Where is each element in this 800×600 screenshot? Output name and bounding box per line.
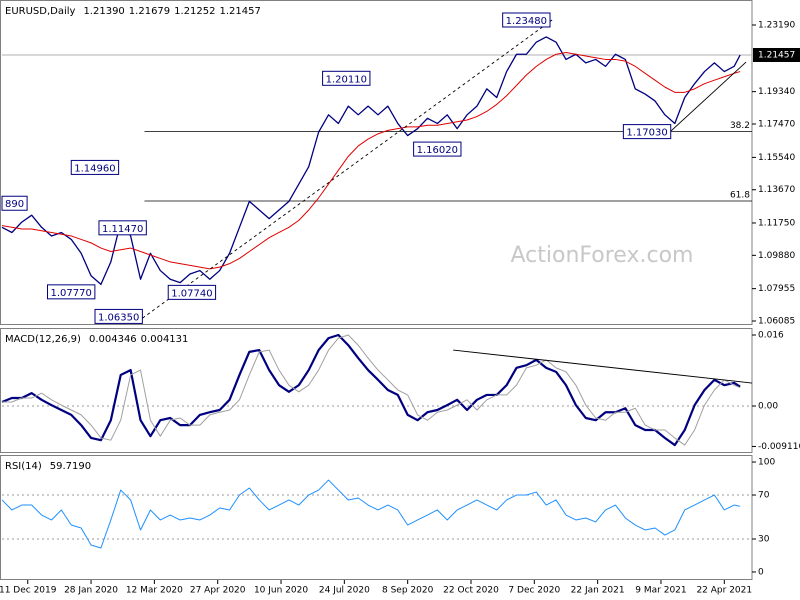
y-tick-label: 1.23190	[758, 21, 795, 31]
price-label-box	[622, 124, 672, 140]
header-value: 0.004346	[89, 334, 137, 345]
price-label-box	[94, 308, 143, 324]
y-tick-label: -0.009116	[758, 442, 800, 452]
price-label: 1.23480	[506, 16, 547, 27]
y-tick-label: 0	[758, 567, 764, 577]
y-tick-label: 0.00	[758, 402, 778, 412]
y-tick-label: 1.06085	[758, 317, 795, 327]
panel-title: RSI(14)	[5, 461, 42, 472]
fib-label: 38.2	[730, 121, 750, 131]
price-label-box	[413, 141, 462, 157]
fib-label: 61.8	[730, 190, 750, 200]
y-tick-label: 1.09880	[758, 251, 795, 261]
header-value: 1.21252	[174, 6, 215, 17]
price-label: 1.07770	[51, 288, 92, 299]
header-value: 1.21679	[129, 6, 170, 17]
x-tick-label: 7 Dec 2020	[508, 586, 560, 596]
x-tick-label: 28 Jan 2020	[64, 586, 118, 596]
series-line	[2, 334, 741, 446]
x-tick-label: 8 Sep 2020	[382, 586, 434, 596]
price-label-box	[322, 70, 371, 86]
price-label-box	[98, 220, 147, 236]
price-label: 1.06350	[98, 312, 139, 323]
panel-frame	[0, 455, 753, 580]
price-label: 1.14960	[74, 163, 115, 174]
y-tick-label: 0.016	[758, 331, 784, 341]
price-label-box	[502, 12, 551, 28]
x-tick-label: 24 Jul 2020	[319, 586, 370, 596]
x-tick-label: 22 Apr 2021	[696, 586, 752, 596]
price-label: 1.16020	[417, 145, 458, 156]
y-tick-label: 30	[758, 534, 770, 544]
header-value: 1.21390	[83, 6, 124, 17]
price-label-box	[47, 284, 96, 300]
current-price-box	[753, 47, 800, 62]
y-tick-label: 70	[758, 491, 770, 501]
price-label: 1.07740	[171, 288, 212, 299]
price-label-box	[167, 284, 217, 300]
x-tick-label: 12 Mar 2020	[126, 586, 183, 596]
price-label: 1.11470	[102, 224, 143, 235]
price-label: 890	[5, 199, 24, 210]
y-tick-label: 1.15540	[758, 153, 795, 163]
panel-title: EURUSD,Daily	[5, 6, 76, 17]
y-tick-label: 1.07955	[758, 284, 795, 294]
price-label: 1.17030	[626, 128, 667, 139]
x-tick-label: 22 Oct 2020	[443, 586, 499, 596]
x-tick-label: 27 Apr 2020	[190, 586, 246, 596]
trend-line	[142, 19, 553, 319]
y-tick-label: 100	[758, 458, 775, 468]
trend-line	[453, 349, 753, 384]
y-tick-label: 1.19340	[758, 87, 795, 97]
series-line	[1, 52, 741, 270]
price-label-box	[1, 195, 28, 211]
series-line	[1, 333, 741, 447]
price-label: 1.20110	[326, 74, 367, 85]
panel-frame	[0, 0, 753, 325]
panel-frame	[0, 328, 753, 453]
current-price-label: 1.21457	[758, 50, 795, 60]
header-value: 0.004131	[141, 334, 189, 345]
series-line	[1, 479, 741, 549]
y-tick-label: 1.13670	[758, 185, 795, 195]
panel-title: MACD(12,26,9)	[5, 334, 81, 345]
x-tick-label: 9 Mar 2021	[635, 586, 686, 596]
header-value: 59.7190	[50, 461, 91, 472]
x-tick-label: 11 Dec 2019	[0, 586, 57, 596]
trend-line	[670, 61, 747, 132]
x-tick-label: 22 Jan 2021	[571, 586, 625, 596]
watermark: ActionForex.com	[511, 243, 694, 268]
y-tick-label: 1.11750	[758, 218, 795, 228]
y-tick-label: 1.17470	[758, 119, 795, 129]
header-value: 1.21457	[220, 6, 261, 17]
x-tick-label: 10 Jun 2020	[254, 586, 308, 596]
price-label-box	[70, 159, 120, 175]
